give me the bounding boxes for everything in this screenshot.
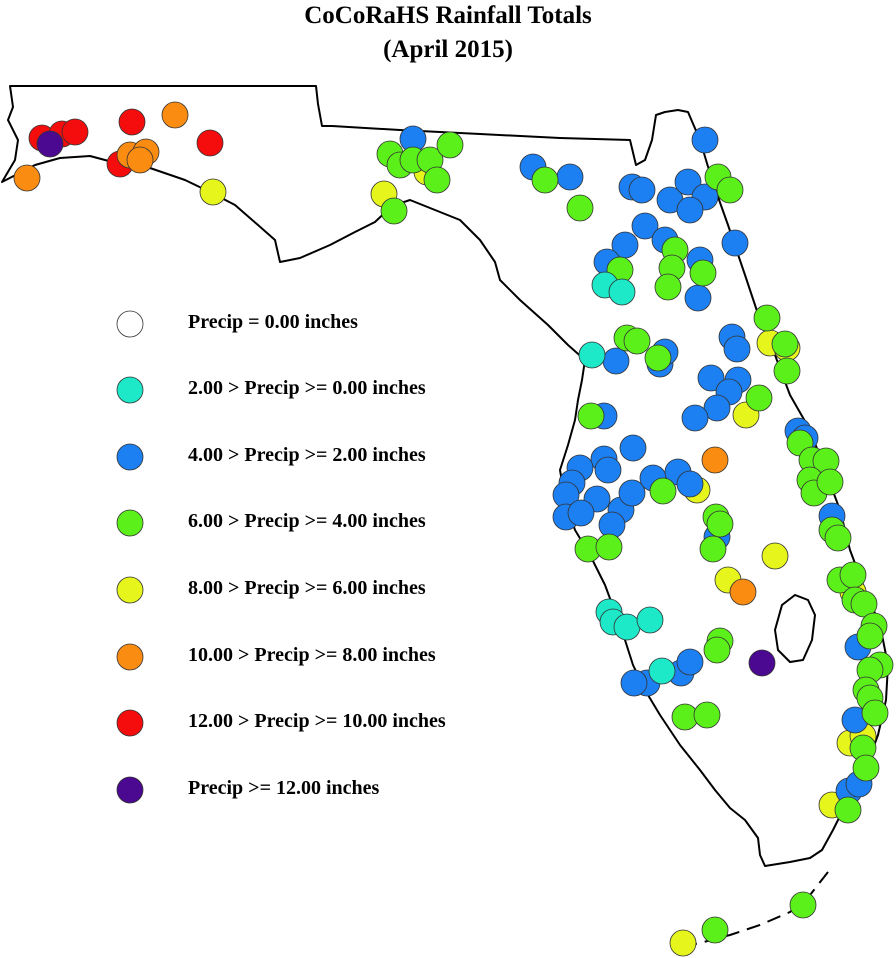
station-marker <box>729 578 757 606</box>
station-marker <box>816 468 844 496</box>
legend-swatch <box>116 709 144 737</box>
station-marker <box>839 561 867 589</box>
station-marker <box>118 108 146 136</box>
map-title-line2: (April 2015) <box>383 36 513 63</box>
station-marker <box>654 273 682 301</box>
legend-label: 4.00 > Precip >= 2.00 inches <box>188 444 426 466</box>
station-marker <box>723 335 751 363</box>
station-marker <box>577 402 605 430</box>
station-marker <box>196 129 224 157</box>
station-marker <box>602 347 630 375</box>
station-marker <box>436 131 464 159</box>
station-marker <box>691 126 719 154</box>
station-marker <box>608 278 636 306</box>
legend-swatch <box>116 443 144 471</box>
station-marker <box>566 194 594 222</box>
station-marker <box>706 510 734 538</box>
station-marker <box>684 284 712 312</box>
station-marker <box>850 590 878 618</box>
station-marker <box>789 891 817 919</box>
station-marker <box>834 796 862 824</box>
station-marker <box>748 649 776 677</box>
station-marker <box>703 394 731 422</box>
station-marker <box>703 636 731 664</box>
legend-label: 6.00 > Precip >= 4.00 inches <box>188 510 426 532</box>
station-marker <box>161 101 189 129</box>
station-marker <box>613 613 641 641</box>
station-marker <box>595 533 623 561</box>
station-marker <box>701 916 729 944</box>
station-marker <box>628 176 656 204</box>
station-marker <box>861 699 889 727</box>
station-marker <box>699 535 727 563</box>
station-marker <box>649 477 677 505</box>
legend-label: 2.00 > Precip >= 0.00 inches <box>188 377 426 399</box>
station-marker <box>681 404 709 432</box>
legend-swatch <box>116 643 144 671</box>
station-marker <box>567 499 595 527</box>
station-marker <box>676 648 704 676</box>
station-marker <box>745 384 773 412</box>
station-marker <box>761 542 789 570</box>
station-marker <box>631 212 659 240</box>
station-marker <box>618 479 646 507</box>
station-marker <box>61 118 89 146</box>
legend-label: Precip >= 12.00 inches <box>188 777 380 799</box>
station-marker <box>556 163 584 191</box>
station-marker <box>721 229 749 257</box>
station-marker <box>423 166 451 194</box>
station-marker <box>636 606 664 634</box>
station-marker <box>824 524 852 552</box>
station-marker <box>648 657 676 685</box>
station-marker <box>693 701 721 729</box>
station-marker <box>773 357 801 385</box>
legend-swatch <box>116 509 144 537</box>
station-marker <box>380 197 408 225</box>
legend-swatch <box>116 376 144 404</box>
station-marker <box>644 344 672 372</box>
station-marker <box>674 168 702 196</box>
legend-swatch <box>116 776 144 804</box>
map-title-line1: CoCoRaHS Rainfall Totals <box>304 2 592 29</box>
station-marker <box>669 929 697 957</box>
legend-swatch <box>116 310 144 338</box>
station-marker <box>753 304 781 332</box>
station-marker <box>126 146 154 174</box>
station-marker <box>531 166 559 194</box>
lake-okeechobee <box>773 593 817 664</box>
legend-label: 8.00 > Precip >= 6.00 inches <box>188 577 426 599</box>
legend-label: 12.00 > Precip >= 10.00 inches <box>188 710 446 732</box>
station-marker <box>623 327 651 355</box>
florida-outline <box>1 85 889 867</box>
legend-swatch <box>116 576 144 604</box>
station-marker <box>13 164 41 192</box>
station-marker <box>689 259 717 287</box>
station-marker <box>199 178 227 206</box>
station-marker <box>620 669 648 697</box>
station-marker <box>578 341 606 369</box>
legend-label: Precip = 0.00 inches <box>188 311 358 333</box>
station-marker <box>619 434 647 462</box>
station-marker <box>716 176 744 204</box>
station-marker <box>701 446 729 474</box>
station-marker <box>676 196 704 224</box>
station-marker <box>771 330 799 358</box>
station-marker <box>36 130 64 158</box>
station-marker <box>697 364 725 392</box>
station-marker <box>594 456 622 484</box>
legend-label: 10.00 > Precip >= 8.00 inches <box>188 644 436 666</box>
station-marker <box>856 622 884 650</box>
station-marker <box>852 754 880 782</box>
station-marker <box>676 470 704 498</box>
